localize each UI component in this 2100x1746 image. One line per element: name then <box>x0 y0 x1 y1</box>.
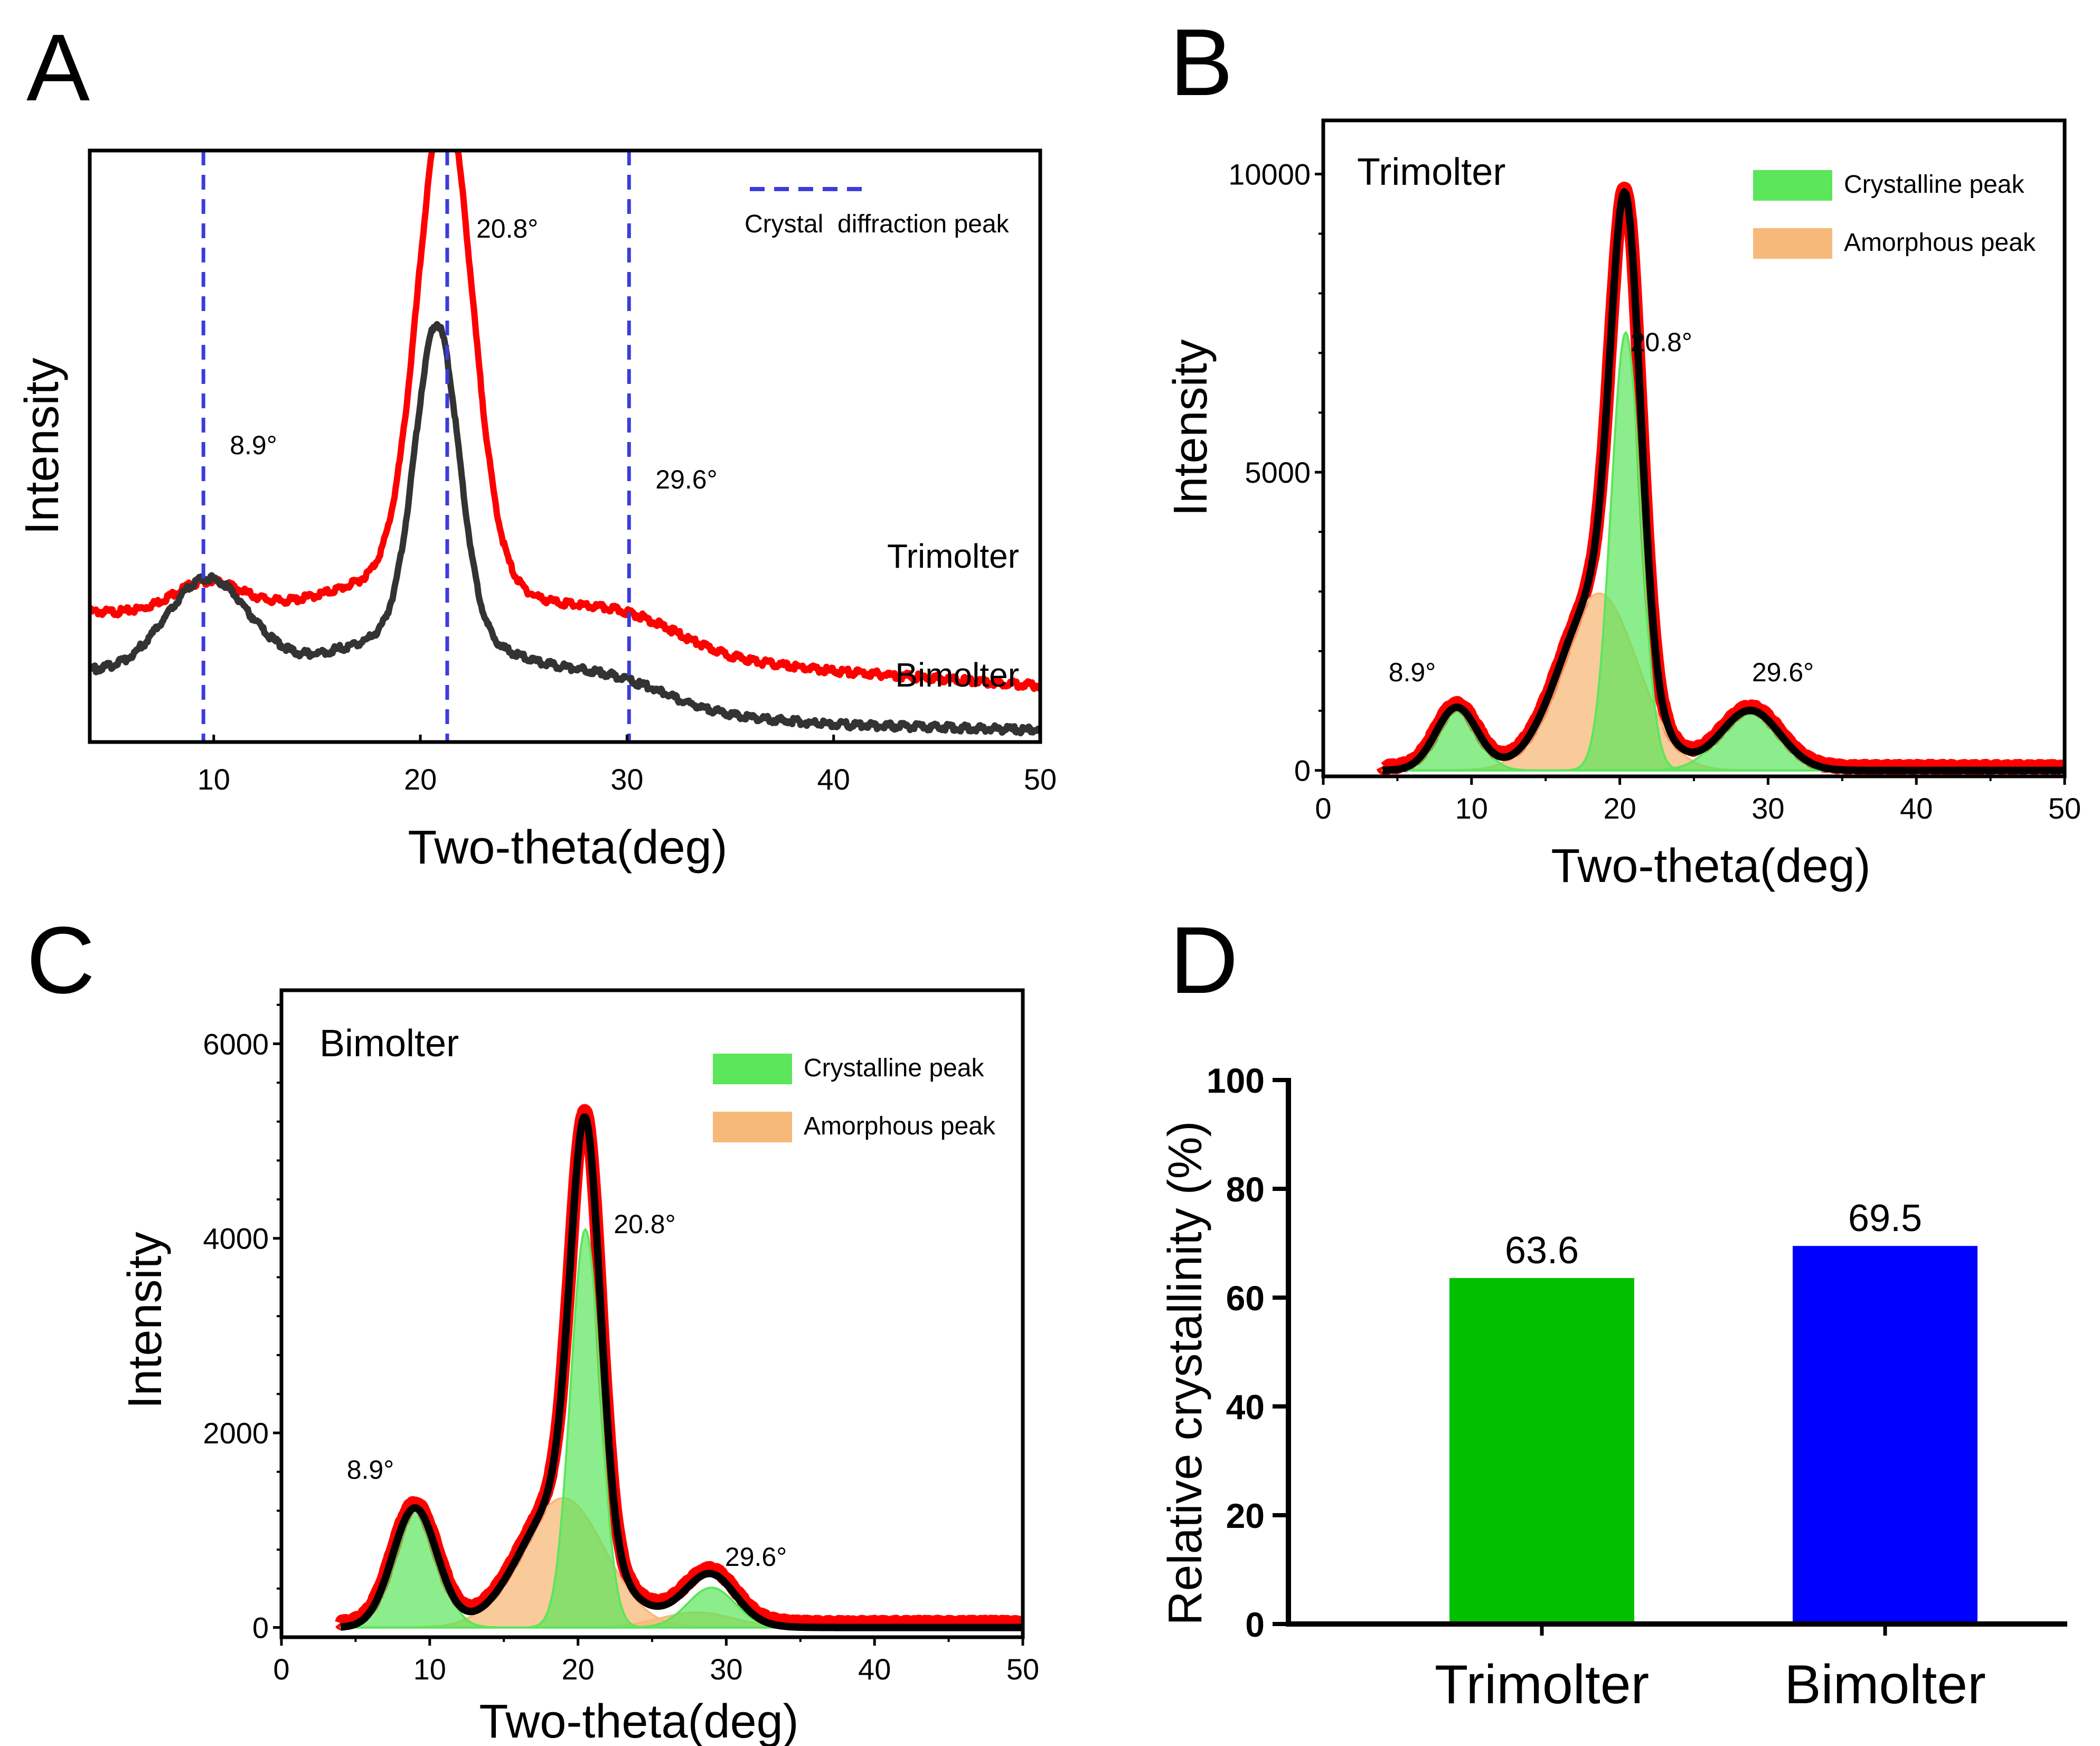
legend-amorphous-swatch <box>1753 228 1832 259</box>
y-tick-label: 5000 <box>1245 456 1311 489</box>
peak-label: 20.8° <box>614 1209 675 1239</box>
x-tick-label: 20 <box>1603 792 1636 825</box>
panel-a-x-axis: 10 20 30 40 50 <box>197 735 1057 796</box>
x-tick-label: 10 <box>413 1653 446 1686</box>
crystalline-peak-2 <box>1382 331 2065 772</box>
x-tick-label: 40 <box>1900 792 1933 825</box>
panel-c-axes: 0 10 20 30 40 50 0 2000 4000 6000 <box>203 1003 1039 1686</box>
x-tick-label: 0 <box>273 1653 289 1686</box>
panel-b: B 0 10 20 30 40 50 0 5000 10000 8.9° 20.8° 29.6° T… <box>1164 10 2081 893</box>
x-tick-label: 30 <box>610 763 643 796</box>
panel-c-inner-label: Bimolter <box>319 1022 459 1065</box>
panel-c-x-label: Two-theta(deg) <box>479 1695 798 1746</box>
peak-label: 20.8° <box>476 214 538 243</box>
y-tick-label: 6000 <box>203 1027 269 1060</box>
panel-c-letter: C <box>26 907 95 1013</box>
bar-value-label: 63.6 <box>1505 1229 1579 1272</box>
y-tick-label: 20 <box>1226 1496 1265 1535</box>
peak-label: 29.6° <box>655 465 717 494</box>
series-label-trimolter: Trimolter <box>887 537 1019 575</box>
panel-a-legend: Crystal diffraction peak <box>745 187 1010 238</box>
y-tick-label: 80 <box>1226 1170 1265 1209</box>
y-tick-label: 0 <box>1294 754 1311 787</box>
x-tick-label: 30 <box>710 1653 742 1686</box>
panel-a-letter: A <box>26 15 90 121</box>
panel-c-y-label: Intensity <box>119 1232 172 1409</box>
legend-amorphous-label: Amorphous peak <box>804 1112 996 1140</box>
x-tick-label: 10 <box>197 763 230 796</box>
x-tick-label: 50 <box>1024 763 1057 796</box>
xrd-line-trimolter <box>90 151 1040 692</box>
peak-label: 8.9° <box>1389 658 1436 687</box>
fit-line <box>338 1113 1023 1631</box>
y-tick-label: 2000 <box>203 1416 269 1450</box>
panel-c-plot <box>334 1104 1023 1631</box>
legend-crystalline-label: Crystalline peak <box>804 1054 984 1082</box>
bar-value-label: 69.5 <box>1848 1197 1922 1240</box>
series-label-bimolter: Bimolter <box>895 656 1019 694</box>
panel-b-x-label: Two-theta(deg) <box>1551 840 1870 893</box>
bar-trimolter <box>1449 1278 1634 1624</box>
raw-data-line <box>1376 182 2065 776</box>
y-tick-label: 100 <box>1207 1061 1265 1100</box>
fit-line <box>1380 188 2065 774</box>
category-label: Bimolter <box>1784 1654 1985 1715</box>
crystal-diffraction-lines <box>201 151 631 742</box>
x-tick-label: 20 <box>561 1653 594 1686</box>
category-label: Trimolter <box>1435 1654 1649 1715</box>
panel-c-legend: Crystalline peak Amorphous peak <box>713 1054 996 1142</box>
peak-label: 8.9° <box>347 1455 394 1485</box>
panel-a-x-label: Two-theta(deg) <box>408 821 727 874</box>
legend-crystalline-swatch <box>713 1054 792 1084</box>
panel-b-y-label: Intensity <box>1164 339 1217 516</box>
panel-d-letter: D <box>1170 907 1238 1013</box>
y-tick-label: 4000 <box>203 1222 269 1255</box>
y-tick-label: 60 <box>1226 1279 1265 1318</box>
peak-label: 8.9° <box>230 430 277 460</box>
x-tick-label: 40 <box>858 1653 891 1686</box>
xrd-line-bimolter <box>90 321 1040 737</box>
x-tick-label: 20 <box>404 763 437 796</box>
panel-a-y-label: Intensity <box>16 358 69 534</box>
panel-b-plot <box>1376 182 2065 776</box>
peak-label: 20.8° <box>1631 327 1692 357</box>
x-tick-label: 40 <box>817 763 850 796</box>
peak-label: 29.6° <box>725 1542 787 1572</box>
y-tick-label: 40 <box>1226 1387 1265 1426</box>
panel-b-inner-label: Trimolter <box>1357 151 1505 193</box>
y-tick-label: 0 <box>252 1611 269 1645</box>
y-tick-label: 10000 <box>1228 158 1311 191</box>
panel-c: C 0 10 20 30 40 50 0 2000 4000 6000 8.9° 20.8° 29.6… <box>26 907 1039 1746</box>
panel-b-legend: Crystalline peak Amorphous peak <box>1753 170 2036 259</box>
legend-crystalline-label: Crystalline peak <box>1844 171 2024 199</box>
panel-d-plot: 63.6 Trimolter 69.5 Bimolter 0 20 40 60 80 100 <box>1207 1061 2067 1715</box>
x-tick-label: 0 <box>1315 792 1331 825</box>
panel-d-y-label: Relative crystallinity (%) <box>1159 1121 1212 1625</box>
legend-amorphous-label: Amorphous peak <box>1844 229 2036 257</box>
x-tick-label: 50 <box>1006 1653 1039 1686</box>
legend-crystal-diffraction-peak: Crystal diffraction peak <box>745 210 1010 238</box>
panel-d: D 63.6Trimolter69.5Bimolter020406080100 … <box>1159 907 2067 1715</box>
panel-a: A 10 20 30 40 50 8.9° 20.8° 29.6° Crystal diff… <box>16 15 1057 874</box>
panel-b-axes: 0 10 20 30 40 50 0 5000 10000 <box>1228 158 2081 825</box>
panel-c-peak-labels: 8.9° 20.8° 29.6° <box>347 1209 787 1572</box>
panel-a-series <box>90 151 1040 737</box>
raw-data-line <box>334 1104 1023 1631</box>
x-tick-label: 10 <box>1455 792 1488 825</box>
x-tick-label: 30 <box>1751 792 1784 825</box>
bar-bimolter <box>1793 1246 1977 1624</box>
panel-a-peak-labels: 8.9° 20.8° 29.6° <box>230 214 717 494</box>
y-tick-label: 0 <box>1245 1605 1265 1644</box>
legend-amorphous-swatch <box>713 1112 792 1142</box>
panel-b-peak-labels: 8.9° 20.8° 29.6° <box>1389 327 1814 687</box>
panel-b-letter: B <box>1170 10 1233 116</box>
peak-label: 29.6° <box>1752 658 1814 687</box>
x-tick-label: 50 <box>2048 792 2081 825</box>
legend-crystalline-swatch <box>1753 170 1832 201</box>
panel-a-frame <box>88 148 1042 744</box>
